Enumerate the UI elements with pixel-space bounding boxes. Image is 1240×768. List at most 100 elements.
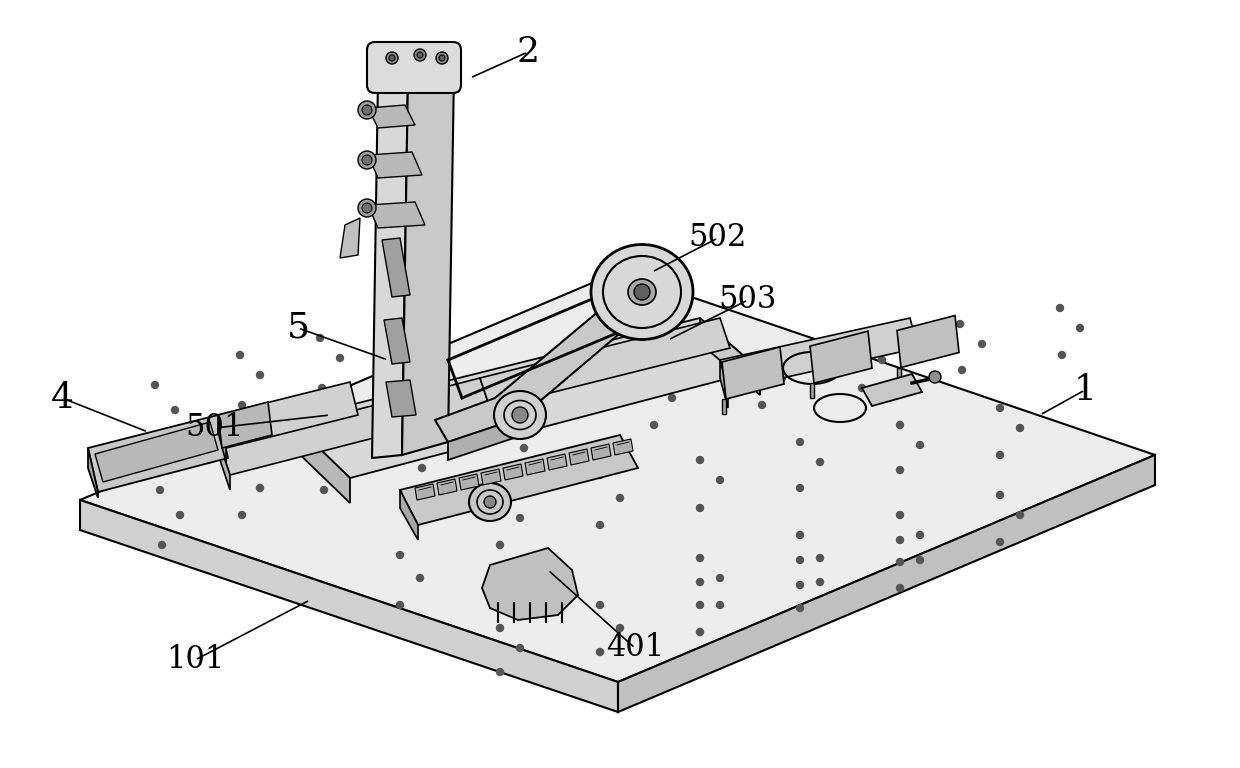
Polygon shape (382, 238, 410, 297)
Text: 401: 401 (606, 633, 665, 664)
Circle shape (512, 407, 528, 423)
Circle shape (857, 336, 863, 343)
Circle shape (417, 52, 423, 58)
Circle shape (151, 382, 159, 389)
Circle shape (238, 402, 246, 409)
Polygon shape (81, 500, 618, 712)
Polygon shape (459, 474, 479, 490)
Polygon shape (618, 455, 1154, 712)
Polygon shape (722, 347, 784, 399)
Circle shape (159, 541, 165, 548)
Circle shape (779, 375, 785, 382)
Polygon shape (435, 295, 639, 442)
Polygon shape (368, 152, 422, 178)
Polygon shape (219, 445, 229, 490)
Text: 5: 5 (286, 311, 310, 345)
Circle shape (697, 601, 703, 608)
Circle shape (1059, 352, 1065, 359)
Circle shape (257, 372, 263, 379)
Circle shape (929, 371, 941, 383)
Circle shape (796, 581, 804, 588)
Circle shape (517, 515, 523, 521)
Circle shape (156, 486, 164, 494)
Polygon shape (525, 459, 546, 475)
Circle shape (897, 537, 904, 544)
Polygon shape (290, 318, 760, 478)
Circle shape (362, 155, 372, 165)
Polygon shape (897, 316, 959, 368)
Circle shape (417, 416, 424, 423)
Circle shape (997, 405, 1003, 412)
Circle shape (796, 604, 804, 611)
Polygon shape (720, 360, 728, 408)
Polygon shape (218, 415, 226, 462)
Polygon shape (218, 382, 358, 448)
Polygon shape (386, 380, 415, 417)
Circle shape (858, 385, 866, 392)
Circle shape (634, 284, 650, 300)
Circle shape (616, 624, 624, 631)
Polygon shape (340, 218, 360, 258)
Text: 501: 501 (186, 412, 244, 443)
Circle shape (916, 557, 924, 564)
Circle shape (1017, 511, 1023, 518)
Polygon shape (415, 484, 435, 500)
Circle shape (916, 531, 924, 538)
Circle shape (596, 472, 604, 478)
Circle shape (155, 432, 161, 439)
Polygon shape (482, 548, 578, 620)
Circle shape (175, 456, 181, 464)
Circle shape (496, 541, 503, 548)
Text: 2: 2 (517, 35, 539, 69)
Circle shape (796, 485, 804, 492)
Circle shape (651, 422, 657, 429)
Polygon shape (401, 490, 418, 540)
Polygon shape (701, 318, 760, 395)
Polygon shape (372, 75, 408, 458)
Circle shape (697, 554, 703, 561)
Polygon shape (620, 285, 660, 308)
Polygon shape (569, 449, 589, 465)
Polygon shape (436, 479, 458, 495)
Circle shape (978, 340, 986, 347)
Circle shape (668, 395, 676, 402)
Circle shape (362, 105, 372, 115)
Circle shape (646, 375, 653, 382)
Circle shape (336, 355, 343, 362)
Polygon shape (722, 399, 725, 414)
Text: 1: 1 (1074, 373, 1096, 407)
Polygon shape (897, 368, 901, 382)
Circle shape (389, 55, 396, 61)
Circle shape (1017, 425, 1023, 432)
Circle shape (759, 402, 765, 409)
Circle shape (997, 538, 1003, 545)
Circle shape (596, 648, 604, 656)
Polygon shape (480, 318, 730, 408)
Circle shape (897, 558, 904, 565)
Circle shape (697, 505, 703, 511)
Circle shape (358, 151, 376, 169)
Circle shape (362, 203, 372, 213)
Circle shape (756, 355, 764, 362)
Circle shape (616, 495, 624, 502)
Circle shape (496, 495, 503, 502)
Circle shape (897, 422, 904, 429)
Text: 502: 502 (688, 223, 748, 253)
Polygon shape (503, 464, 523, 480)
Circle shape (596, 601, 604, 608)
Polygon shape (218, 402, 272, 448)
Polygon shape (368, 202, 425, 228)
Ellipse shape (494, 391, 546, 439)
Circle shape (436, 52, 448, 64)
Circle shape (717, 601, 723, 608)
Circle shape (339, 458, 346, 465)
Circle shape (796, 531, 804, 538)
Polygon shape (720, 318, 918, 390)
Circle shape (414, 49, 427, 61)
Circle shape (496, 624, 503, 631)
Polygon shape (591, 444, 611, 460)
Polygon shape (448, 418, 520, 460)
Circle shape (816, 578, 823, 585)
Circle shape (878, 356, 885, 363)
Polygon shape (95, 422, 218, 482)
